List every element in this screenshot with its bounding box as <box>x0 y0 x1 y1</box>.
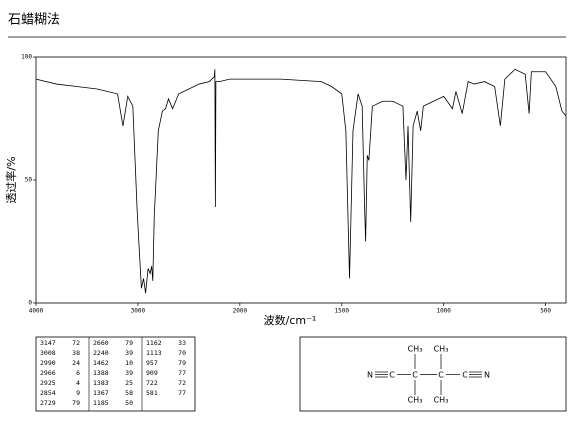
peak-transmittance: 10 <box>125 359 133 367</box>
peak-transmittance: 70 <box>178 349 186 357</box>
plot-frame <box>35 56 567 304</box>
structure-atom: CH₃ <box>408 396 423 405</box>
structure-atom: C <box>389 371 395 380</box>
y-tick-label: 0 <box>28 300 32 307</box>
peak-transmittance: 6 <box>76 369 80 377</box>
peak-transmittance: 33 <box>178 339 186 347</box>
x-tick-label: 3000 <box>131 308 146 315</box>
peak-transmittance: 77 <box>178 389 186 397</box>
peak-wavenumber: 2660 <box>93 339 109 347</box>
chart-title: 石蜡糊法 <box>8 12 60 28</box>
x-tick-label: 1500 <box>335 308 350 315</box>
spectrum-line <box>35 68 567 294</box>
structure-frame <box>299 336 567 412</box>
peak-wavenumber: 1162 <box>146 339 162 347</box>
structure-bonds <box>375 354 482 395</box>
peak-wavenumber: 2729 <box>40 399 56 407</box>
peak-transmittance: 4 <box>76 379 80 387</box>
x-tick-label: 1000 <box>436 308 451 315</box>
peak-transmittance: 58 <box>125 389 133 397</box>
peak-transmittance: 24 <box>72 359 80 367</box>
peak-transmittance: 38 <box>72 349 80 357</box>
structure-atom: CH₃ <box>434 345 449 354</box>
peak-transmittance: 79 <box>125 339 133 347</box>
x-tick-label: 4000 <box>29 308 44 315</box>
structure-atom: CH₃ <box>408 345 423 354</box>
peak-wavenumber: 2990 <box>40 359 56 367</box>
structure-atom: N <box>367 371 373 380</box>
y-axis-label: 透过率/% <box>4 156 18 203</box>
peak-wavenumber: 2925 <box>40 379 56 387</box>
peak-wavenumber: 909 <box>146 369 158 377</box>
x-tick-label: 2000 <box>233 308 248 315</box>
peak-wavenumber: 1388 <box>93 369 109 377</box>
peak-transmittance: 72 <box>178 379 186 387</box>
peak-transmittance: 9 <box>76 389 80 397</box>
y-tick-label: 50 <box>25 177 33 184</box>
structure-atom: C <box>412 371 418 380</box>
peak-transmittance: 25 <box>125 379 133 387</box>
peak-wavenumber: 957 <box>146 359 158 367</box>
peak-wavenumber: 1462 <box>93 359 109 367</box>
peak-wavenumber: 581 <box>146 389 158 397</box>
peak-transmittance: 39 <box>125 369 133 377</box>
peak-transmittance: 72 <box>72 339 80 347</box>
structure-atom: CH₃ <box>434 396 449 405</box>
peak-transmittance: 77 <box>178 369 186 377</box>
peak-transmittance: 39 <box>125 349 133 357</box>
y-tick-label: 100 <box>21 54 32 61</box>
peak-wavenumber: 3147 <box>40 339 56 347</box>
x-axis-label: 波数/cm⁻¹ <box>264 314 317 327</box>
peak-wavenumber: 2854 <box>40 389 56 397</box>
x-tick-label: 500 <box>540 308 551 315</box>
peak-wavenumber: 1367 <box>93 389 109 397</box>
peak-table-frame <box>35 336 196 412</box>
peak-wavenumber: 2240 <box>93 349 109 357</box>
structure-atom: C <box>462 371 468 380</box>
peak-wavenumber: 1113 <box>146 349 162 357</box>
peak-wavenumber: 3008 <box>40 349 56 357</box>
structure-atom: N <box>484 371 490 380</box>
structure-atom: C <box>438 371 444 380</box>
peak-transmittance: 50 <box>125 399 133 407</box>
peak-wavenumber: 2966 <box>40 369 56 377</box>
peak-transmittance: 79 <box>178 359 186 367</box>
peak-transmittance: 79 <box>72 399 80 407</box>
peak-wavenumber: 722 <box>146 379 158 387</box>
peak-wavenumber: 1383 <box>93 379 109 387</box>
peak-wavenumber: 1185 <box>93 399 109 407</box>
